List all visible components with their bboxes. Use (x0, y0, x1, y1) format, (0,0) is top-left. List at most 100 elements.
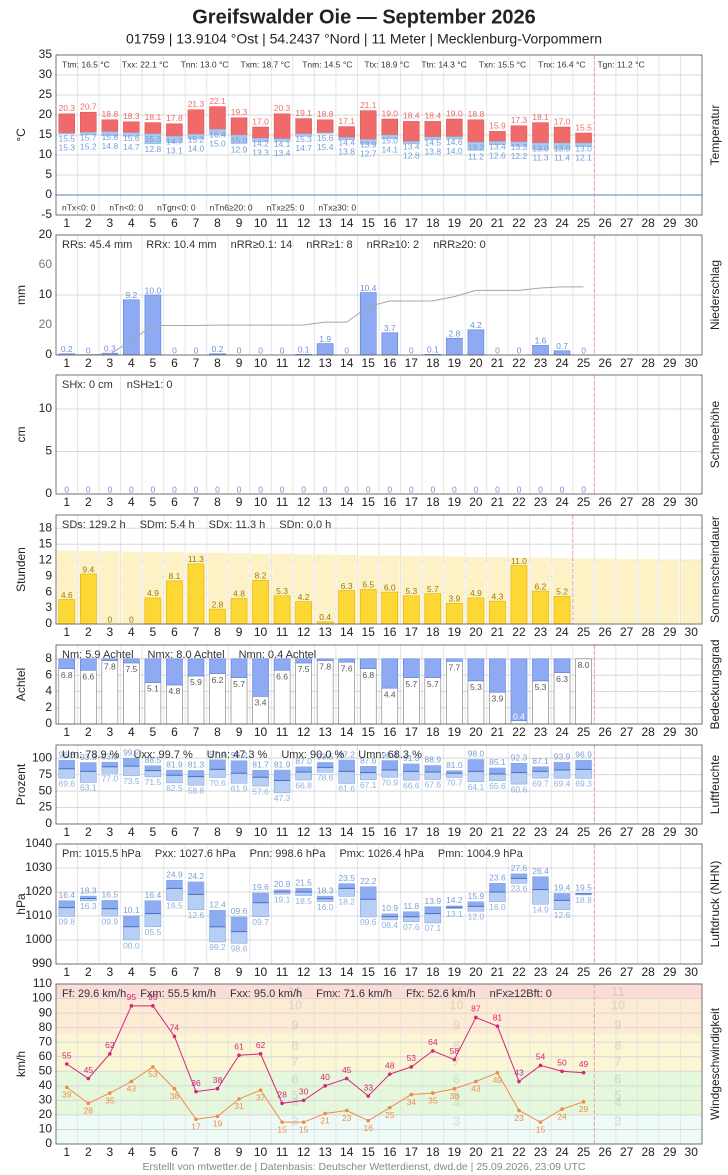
value-label: 0 (495, 484, 500, 494)
min-label: 67.6 (425, 780, 442, 790)
bar (359, 292, 377, 356)
temp-max-bar (553, 126, 571, 144)
x-tick-label: 9 (236, 1145, 243, 1159)
temp-min-bar (403, 141, 420, 145)
x-tick-label: 7 (193, 356, 200, 370)
x-tick-label: 7 (193, 725, 200, 739)
clear-bar (252, 658, 269, 697)
x-tick-label: 11 (276, 356, 289, 370)
x-tick-label: 24 (555, 625, 569, 639)
value-label: 0.7 (556, 341, 568, 351)
mean-label: 13.0 (554, 143, 571, 153)
mean-bar (360, 766, 377, 773)
temp-max-bar (123, 121, 140, 133)
min-label: 00.0 (123, 940, 140, 950)
temp-max-bar (381, 118, 399, 136)
value-label: 49 (579, 1059, 589, 1069)
mean-bar (123, 758, 140, 767)
stat: Ttn: 14.3 °C (421, 59, 466, 69)
value-label: 0 (151, 484, 156, 494)
temp-min-bar (510, 141, 528, 147)
value-label: 0 (215, 484, 220, 494)
x-tick-label: 5 (150, 1145, 157, 1159)
value-label: 5.7 (405, 679, 417, 689)
x-tick-label: 3 (106, 725, 113, 739)
mean-label: 13.0 (575, 143, 592, 153)
wind-point (129, 1004, 134, 1008)
possible-sunshine (207, 552, 228, 624)
min-label: 18.5 (295, 896, 312, 906)
y2-tick-label: 60 (39, 257, 53, 271)
mean-bar (209, 759, 226, 770)
x-tick-label: 23 (534, 625, 548, 639)
beaufort-label: 9 (453, 1018, 460, 1033)
min-label: 16.0 (317, 902, 334, 912)
temp-max-bar (230, 117, 248, 136)
value-label: 62 (256, 1040, 266, 1050)
plot-frame (55, 514, 703, 625)
mean-bar (446, 770, 463, 774)
value-label: 0 (538, 484, 543, 494)
x-tick-label: 22 (512, 356, 526, 370)
mean-label: 13.9 (360, 140, 377, 150)
stat: SHx: 0 cm (62, 379, 113, 391)
x-tick-label: 5 (150, 495, 157, 509)
y-tick-label: 50 (39, 783, 53, 797)
min-label: 69.6 (58, 778, 75, 788)
beaufort-label: 4 (453, 1095, 461, 1110)
value-label: 29 (579, 1104, 589, 1114)
x-tick-label: 30 (685, 495, 699, 509)
value-label: 11.0 (511, 556, 527, 566)
clear-bar (123, 658, 140, 664)
value-label: 4.6 (61, 590, 73, 600)
x-tick-label: 14 (340, 216, 354, 230)
max-label: 19.4 (554, 883, 571, 893)
value-label: 6.0 (384, 582, 396, 592)
min-label: 18.8 (575, 895, 592, 905)
mean-bar (144, 900, 161, 914)
x-tick-label: 25 (577, 625, 591, 639)
value-label: 4.8 (233, 589, 245, 599)
wind-point (387, 1105, 392, 1110)
x-tick-label: 9 (236, 825, 243, 839)
min-label: 47.3 (274, 793, 291, 803)
x-tick-label: 24 (555, 965, 569, 979)
y-axis-label: cm (14, 427, 28, 443)
x-tick-label: 11 (276, 216, 289, 230)
wind-point (172, 1034, 177, 1039)
value-label: 5.3 (535, 682, 547, 692)
stat: Uxx: 99.7 % (133, 749, 193, 761)
value-label: 74 (170, 1023, 180, 1033)
value-label: 19 (213, 1119, 223, 1129)
x-tick-label: 22 (512, 216, 526, 230)
min-label: 12.2 (511, 151, 528, 161)
x-tick-label: 23 (534, 725, 548, 739)
plot-frame (55, 843, 703, 965)
stat: nSH≥1: 0 (127, 379, 173, 391)
x-tick-label: 27 (620, 825, 634, 839)
x-tick-label: 22 (512, 825, 526, 839)
y-tick-label: 4 (45, 684, 52, 698)
beaufort-label: 7 (291, 1054, 298, 1069)
x-tick-label: 29 (663, 825, 677, 839)
max-label: 21.5 (295, 878, 312, 888)
y-tick-label: 1010 (25, 908, 52, 922)
stat: Ttm: 16.5 °C (62, 59, 110, 69)
clear-bar (446, 658, 463, 662)
mean-label: 15.5 (58, 133, 75, 143)
y-tick-label: 990 (32, 956, 52, 970)
x-tick-label: 26 (598, 625, 612, 639)
min-label: 15.4 (317, 142, 334, 152)
mean-bar (467, 901, 484, 907)
stat: SDs: 129.2 h (62, 519, 126, 531)
min-label: 15.0 (209, 139, 226, 149)
value-label: 58 (450, 1046, 460, 1056)
mean-label: 15.8 (102, 132, 119, 142)
max-label: 85.1 (489, 757, 506, 767)
temp-min-bar (209, 129, 226, 136)
min-label: 14.1 (381, 144, 398, 154)
value-label: 3.4 (255, 698, 267, 708)
x-tick-label: 30 (685, 216, 699, 230)
value-label: 7.5 (125, 664, 137, 674)
cumulative-line (66, 286, 584, 356)
